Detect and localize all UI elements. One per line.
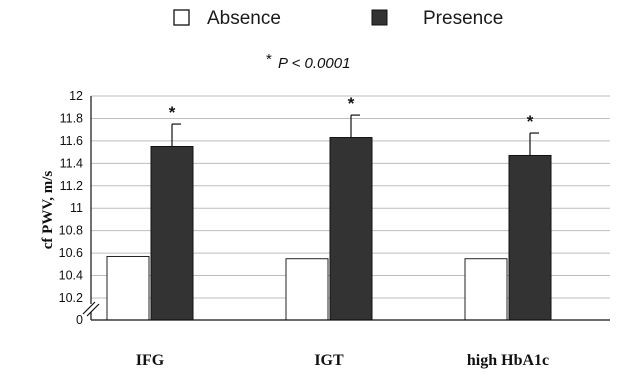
- legend-swatch-presence: [371, 9, 388, 26]
- x-category-label: IFG: [136, 352, 165, 369]
- y-tick-label: 10.6: [59, 246, 83, 260]
- y-tick-label: 11: [70, 201, 83, 215]
- bar-absence: [285, 258, 329, 321]
- significance-note-star: *: [266, 51, 272, 68]
- legend-label-absence: Absence: [207, 8, 281, 29]
- bar-absence: [464, 258, 508, 321]
- y-tick-label: 10.2: [59, 291, 83, 305]
- y-tick-label: 11.4: [60, 156, 83, 170]
- y-tick-label: 10.8: [59, 224, 83, 238]
- bar-presence: [508, 154, 552, 321]
- axis-break-mark: [82, 301, 96, 315]
- bar-presence: [150, 146, 194, 321]
- legend-label-presence: Presence: [423, 8, 503, 29]
- y-tick-label: 10.4: [59, 269, 83, 283]
- x-category-label: IGT: [314, 352, 344, 369]
- y-tick-label: 11.8: [60, 111, 83, 125]
- axis-break-mark: [86, 303, 100, 317]
- bars: * * *: [106, 94, 552, 321]
- y-tick-label: 11.2: [60, 179, 83, 193]
- legend: Absence Presence: [173, 8, 503, 29]
- x-category-labels: IFG IGT high HbA1c: [136, 352, 549, 369]
- significance-star: *: [527, 112, 534, 131]
- bar-absence: [106, 255, 150, 321]
- significance-star: *: [169, 103, 176, 122]
- y-tick-label: 0: [76, 313, 83, 327]
- axis-break-gap: [83, 304, 99, 312]
- legend-swatch-absence: [173, 9, 190, 26]
- bar-presence: [329, 137, 373, 321]
- y-tick-label: 11.6: [60, 134, 83, 148]
- significance-note: * P < 0.0001: [266, 51, 350, 72]
- y-tick-label: 12: [69, 89, 83, 103]
- significance-note-text: P < 0.0001: [278, 55, 350, 72]
- significance-star: *: [348, 94, 355, 113]
- x-category-label: high HbA1c: [467, 352, 549, 369]
- axes: [82, 96, 610, 321]
- y-tick-labels: 0 10.2 10.4 10.6 10.8 11 11.2 11.4 11.6 11.8 12: [59, 89, 83, 327]
- y-axis-label: cf PWV, m/s: [40, 171, 56, 250]
